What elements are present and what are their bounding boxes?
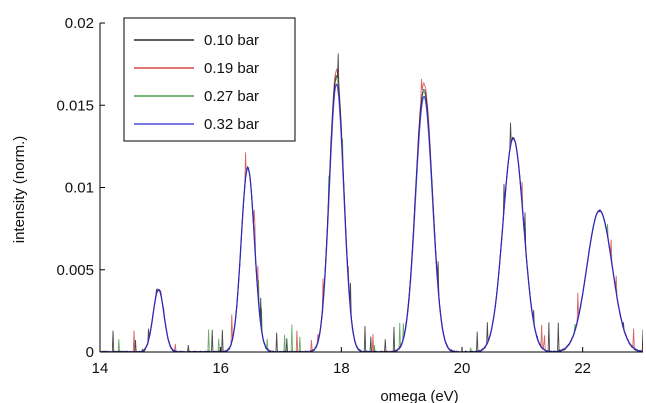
y-tick-label: 0.01: [65, 180, 94, 197]
y-axis-label: intensity (norm.): [11, 136, 28, 244]
y-tick-label: 0.005: [56, 262, 94, 279]
legend-label: 0.32 bar: [204, 116, 259, 133]
legend-label: 0.19 bar: [204, 60, 259, 77]
legend-label: 0.27 bar: [204, 88, 259, 105]
x-tick-label: 18: [333, 360, 350, 377]
x-tick-label: 20: [454, 360, 471, 377]
y-tick-label: 0.02: [65, 15, 94, 32]
axes: 14 16 18 20 22 0 0.005 0.01 0.015 0.02 omega (eV) i…: [11, 15, 643, 403]
x-tick-label: 22: [574, 360, 591, 377]
x-axis-label: omega (eV): [380, 388, 458, 403]
y-tick-label: 0: [86, 344, 94, 361]
x-tick-label: 16: [212, 360, 229, 377]
x-tick-label: 14: [92, 360, 109, 377]
legend-label: 0.10 bar: [204, 32, 259, 49]
y-tick-label: 0.015: [56, 97, 94, 114]
legend-box: [123, 17, 296, 142]
legend: 0.10 bar 0.19 bar 0.27 bar 0.32 bar: [123, 17, 296, 142]
